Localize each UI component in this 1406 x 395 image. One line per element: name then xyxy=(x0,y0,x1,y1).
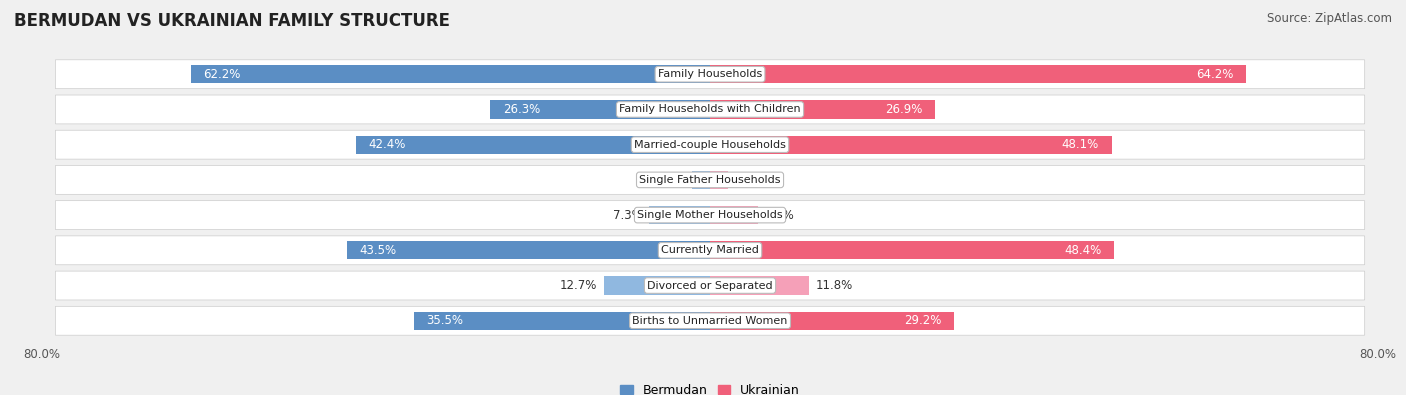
FancyBboxPatch shape xyxy=(55,95,1365,124)
FancyBboxPatch shape xyxy=(55,306,1365,335)
Bar xyxy=(693,171,710,189)
FancyBboxPatch shape xyxy=(55,271,1365,300)
Text: 48.1%: 48.1% xyxy=(1062,138,1099,151)
Bar xyxy=(605,276,710,295)
Text: 2.1%: 2.1% xyxy=(734,173,763,186)
Text: 12.7%: 12.7% xyxy=(560,279,598,292)
Text: 26.9%: 26.9% xyxy=(884,103,922,116)
Text: Currently Married: Currently Married xyxy=(661,245,759,255)
Text: 35.5%: 35.5% xyxy=(426,314,463,327)
FancyBboxPatch shape xyxy=(55,60,1365,89)
Text: 7.3%: 7.3% xyxy=(613,209,643,222)
Bar xyxy=(710,206,758,224)
Text: Divorced or Separated: Divorced or Separated xyxy=(647,280,773,291)
Text: Family Households: Family Households xyxy=(658,69,762,79)
Bar xyxy=(413,312,710,330)
Legend: Bermudan, Ukrainian: Bermudan, Ukrainian xyxy=(616,379,804,395)
Text: 43.5%: 43.5% xyxy=(360,244,396,257)
Bar xyxy=(710,65,1246,83)
Text: Single Mother Households: Single Mother Households xyxy=(637,210,783,220)
Bar xyxy=(347,241,710,260)
Bar xyxy=(356,135,710,154)
Text: 48.4%: 48.4% xyxy=(1064,244,1101,257)
Text: Births to Unmarried Women: Births to Unmarried Women xyxy=(633,316,787,326)
Text: 42.4%: 42.4% xyxy=(368,138,406,151)
Text: Source: ZipAtlas.com: Source: ZipAtlas.com xyxy=(1267,12,1392,25)
FancyBboxPatch shape xyxy=(55,166,1365,194)
Bar xyxy=(710,312,953,330)
Bar xyxy=(650,206,710,224)
FancyBboxPatch shape xyxy=(55,201,1365,229)
Text: Family Households with Children: Family Households with Children xyxy=(619,104,801,115)
Text: 26.3%: 26.3% xyxy=(503,103,540,116)
Bar xyxy=(491,100,710,118)
Bar xyxy=(710,276,808,295)
Text: BERMUDAN VS UKRAINIAN FAMILY STRUCTURE: BERMUDAN VS UKRAINIAN FAMILY STRUCTURE xyxy=(14,12,450,30)
Text: Married-couple Households: Married-couple Households xyxy=(634,140,786,150)
Text: 29.2%: 29.2% xyxy=(904,314,941,327)
Text: 62.2%: 62.2% xyxy=(204,68,240,81)
Bar xyxy=(710,241,1114,260)
Text: 2.1%: 2.1% xyxy=(657,173,686,186)
Text: 5.7%: 5.7% xyxy=(765,209,794,222)
FancyBboxPatch shape xyxy=(55,130,1365,159)
FancyBboxPatch shape xyxy=(55,236,1365,265)
Bar xyxy=(710,171,727,189)
Bar xyxy=(710,100,935,118)
Text: 11.8%: 11.8% xyxy=(815,279,852,292)
Bar xyxy=(710,135,1112,154)
Text: Single Father Households: Single Father Households xyxy=(640,175,780,185)
Bar xyxy=(191,65,710,83)
Text: 64.2%: 64.2% xyxy=(1197,68,1233,81)
